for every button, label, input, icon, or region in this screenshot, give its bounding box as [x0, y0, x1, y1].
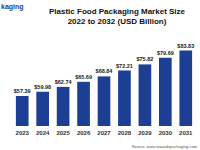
svg-text:$59.98: $59.98 — [34, 84, 51, 90]
svg-text:2024: 2024 — [36, 130, 50, 136]
svg-text:$83.83: $83.83 — [177, 43, 194, 49]
svg-text:2031: 2031 — [179, 130, 193, 136]
svg-text:kaging: kaging — [1, 3, 24, 11]
svg-text:2028: 2028 — [118, 130, 132, 136]
svg-text:2029: 2029 — [138, 130, 152, 136]
svg-text:$72.21: $72.21 — [116, 63, 133, 69]
svg-text:2022 to 2032 (USD Billion): 2022 to 2032 (USD Billion) — [68, 17, 167, 26]
svg-text:$65.69: $65.69 — [75, 74, 92, 80]
svg-text:2025: 2025 — [56, 130, 70, 136]
svg-text:2027: 2027 — [97, 130, 111, 136]
svg-text:Source: www.towardspackaging.c: Source: www.towardspackaging.com — [132, 144, 198, 149]
svg-text:$68.84: $68.84 — [96, 68, 114, 74]
svg-text:2026: 2026 — [77, 130, 91, 136]
svg-text:$57.39: $57.39 — [14, 88, 31, 94]
svg-text:$62.74: $62.74 — [55, 79, 73, 85]
svg-text:$79.69: $79.69 — [157, 50, 174, 56]
svg-text:2030: 2030 — [159, 130, 173, 136]
svg-text:$75.82: $75.82 — [136, 56, 153, 62]
svg-text:Plastic Food Packaging Market: Plastic Food Packaging Market Size — [49, 7, 186, 16]
svg-text:2023: 2023 — [16, 130, 30, 136]
